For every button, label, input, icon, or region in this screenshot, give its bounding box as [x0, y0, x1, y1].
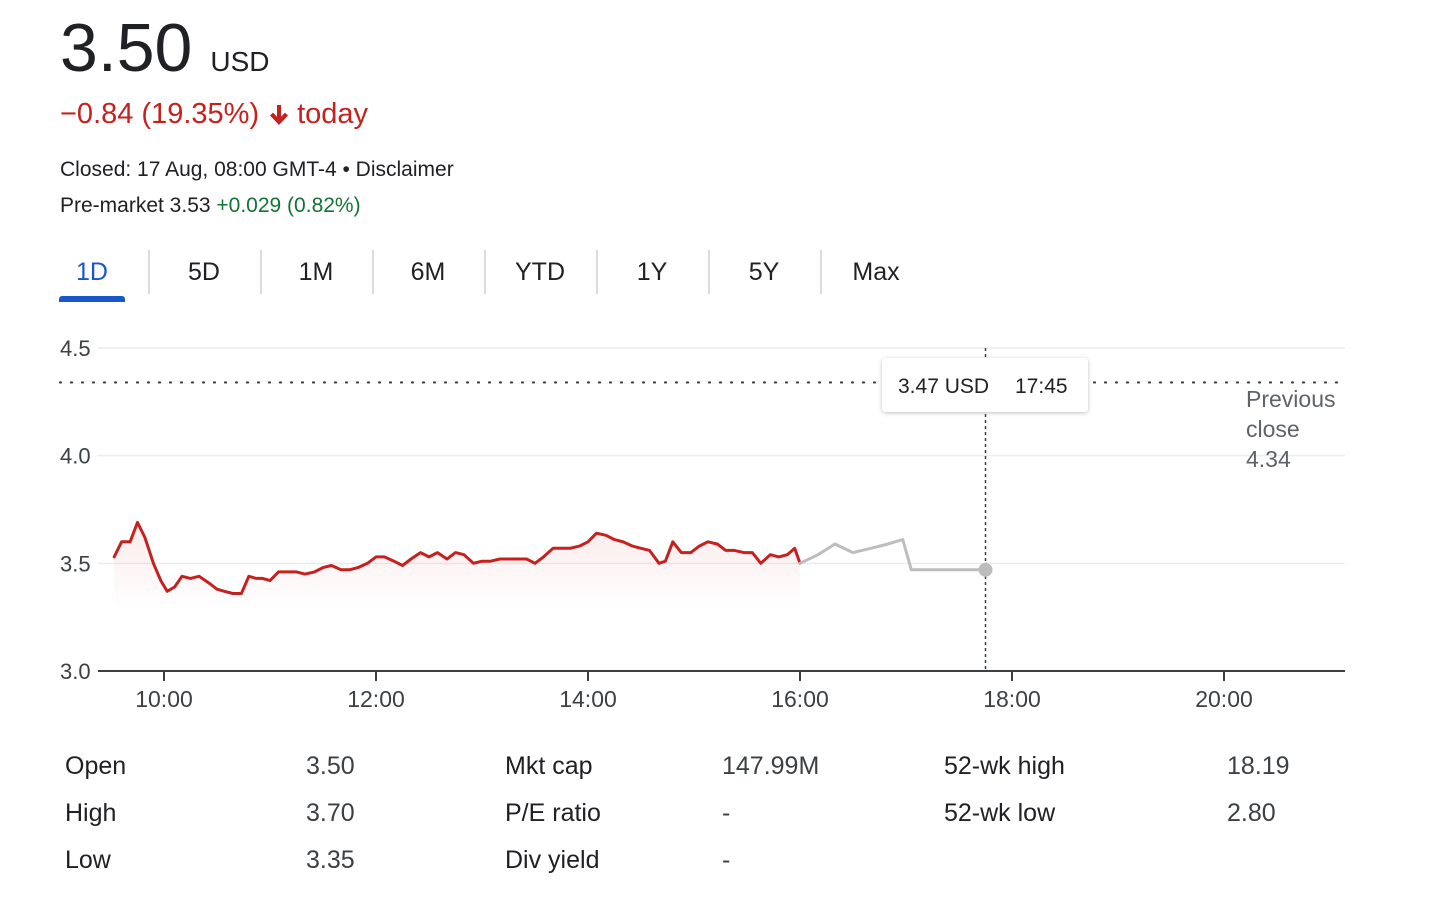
stat-value: - [722, 799, 731, 827]
change-value: −0.84 (19.35%) [60, 98, 260, 130]
quote-header: 3.50 USD [60, 10, 269, 86]
previous-close-label: close [1246, 416, 1300, 442]
tab-5d[interactable]: 5D [148, 248, 260, 296]
arrow-down-icon [269, 104, 289, 126]
stat-value: 3.50 [306, 752, 355, 780]
stat-label: P/E ratio [505, 799, 601, 827]
market-status: Closed: 17 Aug, 08:00 GMT-4 • Disclaimer [60, 158, 454, 181]
previous-close-label: Previous [1246, 386, 1335, 412]
stat-value: 2.80 [1227, 799, 1276, 827]
stat-label: Open [65, 752, 127, 780]
stat-label: Div yield [505, 846, 600, 874]
tab-5y[interactable]: 5Y [708, 248, 820, 296]
range-tabs: 1D 5D 1M 6M YTD 1Y 5Y Max [36, 248, 932, 304]
stat-value: 3.35 [306, 846, 355, 874]
current-price: 3.50 [60, 10, 193, 86]
tab-1y[interactable]: 1Y [596, 248, 708, 296]
x-tick-label: 16:00 [771, 686, 829, 712]
hover-point[interactable] [978, 562, 993, 577]
tab-ytd[interactable]: YTD [484, 248, 596, 296]
x-tick-label: 14:00 [559, 686, 617, 712]
tab-1m[interactable]: 1M [260, 248, 372, 296]
stat-value: - [722, 846, 731, 874]
premarket-change: +0.029 (0.82%) [216, 194, 361, 217]
y-tick-label: 4.0 [60, 444, 91, 469]
regular-session-line [112, 520, 802, 595]
y-tick-label: 4.5 [60, 336, 91, 361]
tab-1d[interactable]: 1D [36, 248, 148, 302]
premarket-row: Pre-market 3.53 +0.029 (0.82%) [60, 194, 361, 218]
price-change: −0.84 (19.35%) today [60, 98, 368, 131]
x-tick-label: 10:00 [135, 686, 193, 712]
premarket-price: Pre-market 3.53 [60, 194, 211, 217]
stat-value: 18.19 [1227, 752, 1290, 780]
price-chart: 3.0 3.5 4.0 4.5 10:00 12:00 14:00 16:00 18:00 20:… [58, 336, 1347, 712]
tab-max[interactable]: Max [820, 248, 932, 296]
x-tick-label: 12:00 [347, 686, 405, 712]
previous-close-label: 4.34 [1246, 446, 1291, 472]
y-tick-label: 3.0 [60, 659, 91, 684]
stat-label: Mkt cap [505, 752, 593, 780]
tooltip-box [882, 358, 1088, 412]
stat-label: High [65, 799, 117, 827]
tab-6m[interactable]: 6M [372, 248, 484, 296]
x-tick-label: 20:00 [1195, 686, 1253, 712]
stat-value: 3.70 [306, 799, 355, 827]
tooltip-time: 17:45 [1015, 375, 1068, 398]
stat-value: 147.99M [722, 752, 820, 780]
y-tick-label: 3.5 [60, 551, 91, 576]
x-tick-label: 18:00 [983, 686, 1041, 712]
change-period: today [297, 98, 369, 130]
tooltip-price: 3.47 USD [898, 375, 989, 398]
currency-label: USD [210, 46, 270, 77]
stat-label: 52-wk high [944, 752, 1065, 780]
regular-session-area [114, 522, 800, 611]
stat-label: 52-wk low [944, 799, 1056, 827]
stat-label: Low [65, 846, 111, 874]
after-hours-line [798, 538, 987, 572]
